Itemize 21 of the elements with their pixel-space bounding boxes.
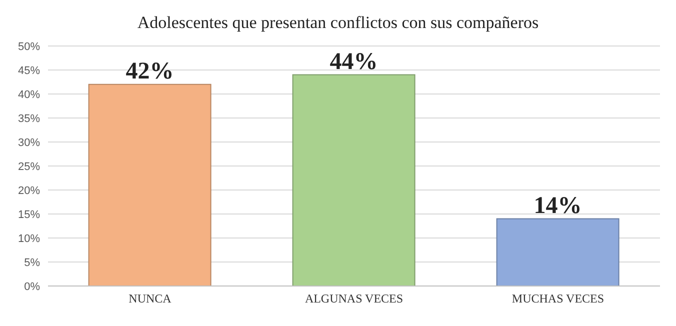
data-label: 14% xyxy=(534,192,582,219)
y-tick-label: 40% xyxy=(18,88,40,101)
y-tick-label: 35% xyxy=(18,112,40,125)
bar xyxy=(496,218,620,286)
data-label: 44% xyxy=(330,48,378,75)
y-tick-label: 10% xyxy=(18,232,40,245)
data-label: 42% xyxy=(126,58,174,84)
y-tick-label: 0% xyxy=(24,280,40,293)
x-tick-label: MUCHAS VECES xyxy=(512,292,604,306)
y-tick-label: 45% xyxy=(18,64,40,77)
bar xyxy=(88,84,212,286)
chart-title: Adolescentes que presentan conflictos con sus compañeros xyxy=(136,12,540,34)
bar xyxy=(292,74,416,286)
y-tick-label: 5% xyxy=(24,256,40,269)
y-tick-label: 20% xyxy=(18,184,40,197)
y-tick-label: 50% xyxy=(18,40,40,53)
y-tick-label: 25% xyxy=(18,160,40,173)
y-tick-label: 15% xyxy=(18,208,40,221)
x-tick-label: ALGUNAS VECES xyxy=(304,292,404,306)
y-tick-label: 30% xyxy=(18,136,40,149)
x-tick-label: NUNCA xyxy=(128,292,172,306)
